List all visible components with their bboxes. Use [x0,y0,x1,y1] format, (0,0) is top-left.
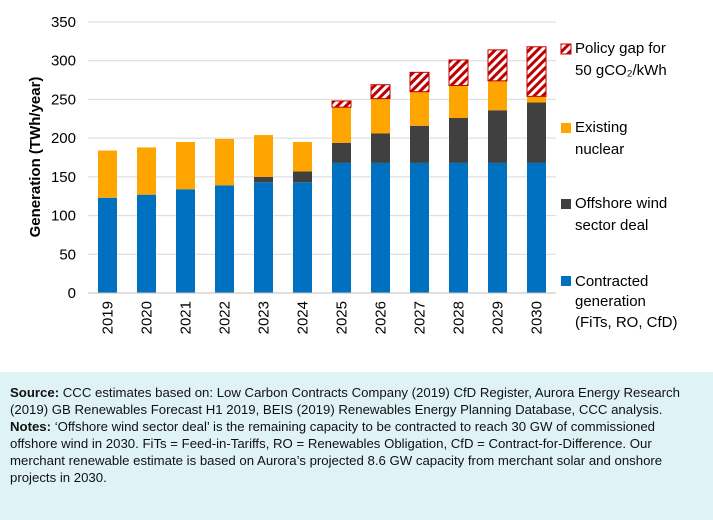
legend-label: sector deal [575,217,648,234]
source-paragraph: Source: CCC estimates based on: Low Carb… [10,384,703,418]
bar-segment [488,80,507,111]
bar-segment [488,110,507,163]
bar-segment [98,197,117,293]
notes-label: Notes: [10,419,52,434]
legend-label: Policy gap for [575,40,666,57]
legend-swatch [561,123,571,133]
bar-segment [293,182,312,293]
y-tick-label: 0 [68,285,76,302]
bar-segment [332,142,351,163]
y-tick-label: 200 [51,130,76,147]
x-tick-label: 2029 [490,301,507,334]
bar-segment [370,84,391,100]
bar-segment [487,49,508,82]
legend-label: generation [575,293,646,310]
x-tick-label: 2019 [100,301,117,334]
bar-segment [371,98,390,134]
gridlines [88,21,556,255]
bar-segment [448,59,469,86]
legend-label: 50 gCO₂/kWh [575,62,667,79]
bar-segment [254,135,273,177]
legend-label: Existing [575,119,628,136]
source-notes-box: Source: CCC estimates based on: Low Carb… [0,372,713,520]
bar-segment [410,162,429,293]
x-tick-label: 2027 [412,301,429,334]
bar-segment [293,171,312,183]
stacked-bar-chart: 0 50 100 150 200 250 300 350 2019 2020 2021 2022 202… [27,14,678,334]
x-tick-label: 2030 [529,301,546,334]
bar-segment [331,100,352,108]
bar-segment [449,85,468,119]
bar-segment [176,142,195,190]
bar-segment [527,102,546,163]
bar-segment [371,162,390,293]
bar-segment [409,71,430,93]
bar-segment [254,176,273,183]
bar-segment [176,189,195,293]
bar-segment [254,182,273,293]
x-tick-label: 2024 [295,301,312,334]
y-axis-title: Generation (TWh/year) [27,77,44,238]
legend-label: Offshore wind [575,195,667,212]
legend-label: nuclear [575,141,624,158]
source-label: Source: [10,385,60,400]
x-tick-label: 2025 [334,301,351,334]
bar-segment [527,162,546,293]
x-tick-label: 2022 [217,301,234,334]
x-tick-label: 2020 [139,301,156,334]
notes-paragraph: Notes: ‘Offshore wind sector deal’ is th… [10,418,703,486]
bar-segment [293,142,312,172]
y-tick-label: 100 [51,208,76,225]
legend-swatch [561,199,571,209]
x-tick-label: 2028 [451,301,468,334]
bar-segment [410,91,429,126]
legend-label: Contracted [575,273,648,290]
y-tick-label: 150 [51,169,76,186]
bar-segment [137,194,156,293]
y-tick-label: 350 [51,14,76,31]
bar-segment [371,133,390,163]
x-tick-label: 2026 [373,301,390,334]
bar-segment [488,162,507,293]
bar-segment [449,118,468,163]
y-tick-label: 250 [51,91,76,108]
bar-segment [410,125,429,163]
legend-swatch [560,43,572,55]
legend-swatch [561,276,571,286]
axes: 0 50 100 150 200 250 300 350 2019 2020 2021 2022 202… [51,14,556,334]
bar-segment [332,107,351,143]
y-tick-label: 300 [51,53,76,70]
legend: Policy gap for 50 gCO₂/kWh Existing nuclear… [560,40,678,331]
bar-segment [215,185,234,293]
notes-text: ‘Offshore wind sector deal’ is the remai… [10,419,663,485]
y-tick-label: 50 [59,246,76,263]
bar-segment [526,46,547,97]
legend-label: (FiTs, RO, CfD) [575,314,678,331]
bar-segment [332,162,351,293]
bars [98,46,547,293]
bar-segment [215,138,234,186]
x-tick-label: 2023 [256,301,273,334]
source-text: CCC estimates based on: Low Carbon Contr… [10,385,680,417]
bar-segment [449,162,468,293]
bar-segment [527,96,546,103]
bar-segment [98,150,117,198]
x-tick-label: 2021 [178,301,195,334]
bar-segment [137,147,156,195]
